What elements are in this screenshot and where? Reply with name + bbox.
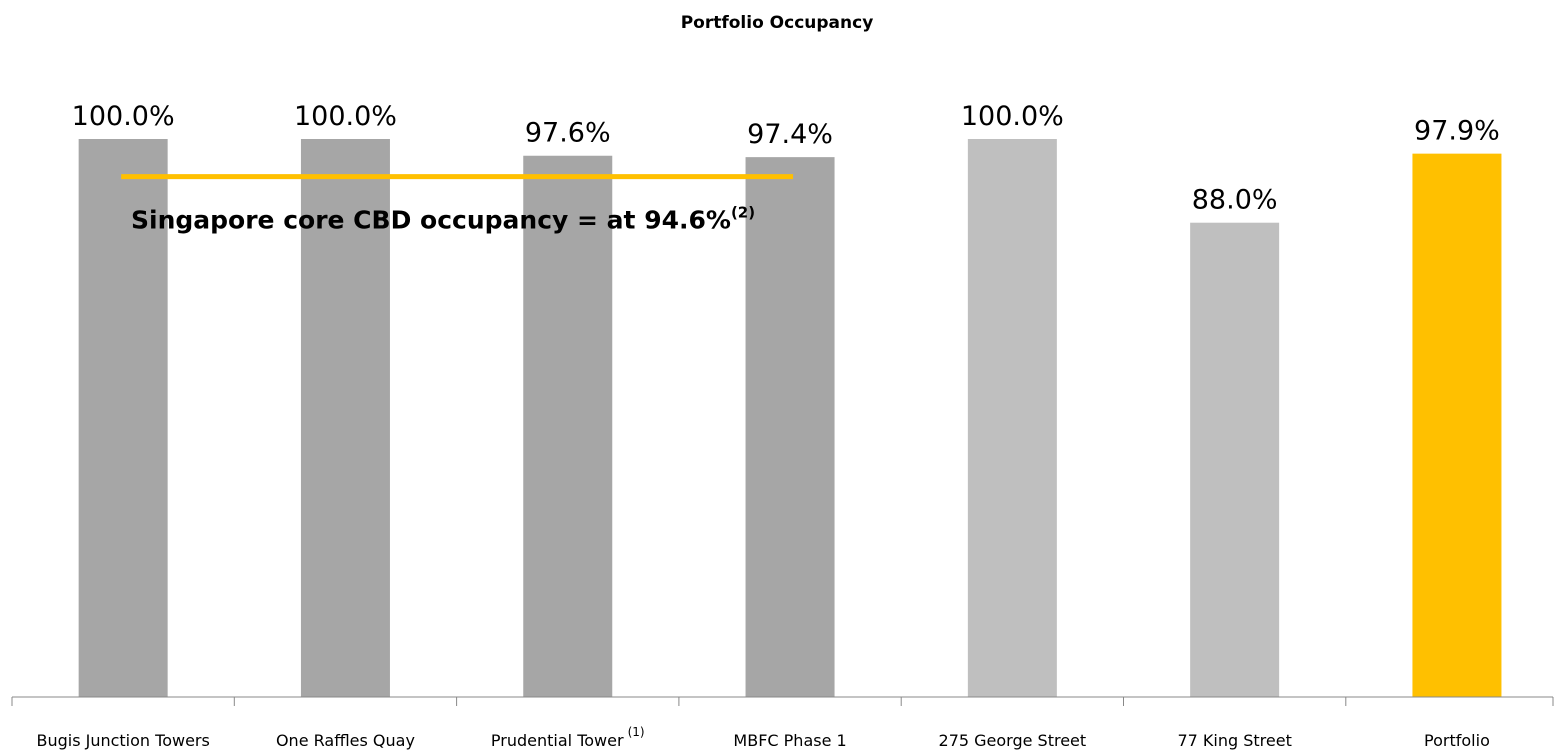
x-tick-label: One Raffles Quay bbox=[276, 731, 415, 750]
value-label: 97.9% bbox=[1414, 116, 1500, 147]
x-tick-label: Prudential Tower (1) bbox=[491, 725, 645, 750]
category-name: One Raffles Quay bbox=[276, 731, 415, 750]
category-name: 77 King Street bbox=[1177, 731, 1291, 750]
value-label: 100.0% bbox=[72, 101, 175, 132]
reference-annotation: Singapore core CBD occupancy = at 94.6%(… bbox=[131, 204, 755, 235]
category-name: Bugis Junction Towers bbox=[36, 731, 209, 750]
value-label: 100.0% bbox=[961, 101, 1064, 132]
value-label: 97.4% bbox=[747, 119, 833, 150]
category-name: 275 George Street bbox=[939, 731, 1087, 750]
x-tick-label: MBFC Phase 1 bbox=[733, 731, 846, 750]
x-tick-label: Bugis Junction Towers bbox=[36, 731, 209, 750]
value-label: 97.6% bbox=[525, 118, 611, 149]
bar bbox=[78, 139, 168, 697]
reference-label: Singapore core CBD occupancy = at 94.6% bbox=[131, 206, 731, 235]
bar bbox=[523, 155, 613, 698]
category-superscript: (1) bbox=[628, 725, 645, 739]
x-tick-label: 275 George Street bbox=[939, 731, 1087, 750]
bar bbox=[967, 139, 1057, 697]
bar bbox=[1190, 222, 1280, 697]
value-label: 100.0% bbox=[294, 101, 397, 132]
category-name: Portfolio bbox=[1424, 731, 1490, 750]
reference-superscript: (2) bbox=[731, 204, 755, 222]
bar bbox=[300, 139, 390, 697]
bar bbox=[745, 157, 835, 697]
x-tick-label: Portfolio bbox=[1424, 731, 1490, 750]
category-name: Prudential Tower bbox=[491, 731, 624, 750]
value-label: 88.0% bbox=[1192, 185, 1278, 216]
category-name: MBFC Phase 1 bbox=[733, 731, 846, 750]
bar bbox=[1412, 153, 1502, 697]
chart-title: Portfolio Occupancy bbox=[681, 13, 874, 33]
x-tick-label: 77 King Street bbox=[1177, 731, 1291, 750]
